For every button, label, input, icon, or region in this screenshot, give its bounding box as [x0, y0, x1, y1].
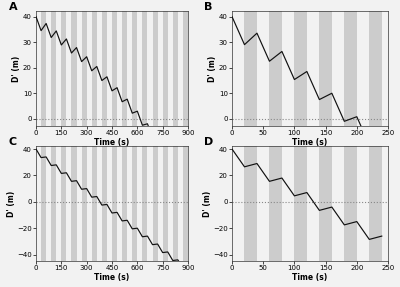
Bar [282, 146, 294, 261]
Bar [173, 11, 178, 126]
Bar [87, 146, 92, 261]
Bar [87, 11, 92, 126]
Bar [82, 11, 87, 126]
Bar [158, 146, 163, 261]
Bar [107, 146, 112, 261]
Bar [270, 146, 282, 261]
Bar [61, 11, 66, 126]
Bar [183, 146, 188, 261]
Bar [61, 146, 66, 261]
Bar [127, 146, 132, 261]
Bar [163, 146, 168, 261]
Bar [148, 11, 152, 126]
Bar [332, 11, 344, 126]
Bar [294, 11, 307, 126]
Bar [76, 146, 82, 261]
Bar [112, 146, 117, 261]
Bar [72, 146, 76, 261]
Bar [152, 11, 158, 126]
Bar [357, 146, 369, 261]
X-axis label: Time (s): Time (s) [94, 138, 130, 147]
Bar [117, 146, 122, 261]
Bar [36, 11, 41, 126]
Bar [152, 146, 158, 261]
Bar [72, 11, 76, 126]
Bar [66, 11, 72, 126]
Bar [127, 11, 132, 126]
Bar [178, 11, 183, 126]
Y-axis label: D' (m): D' (m) [208, 56, 218, 82]
Bar [122, 146, 127, 261]
Bar [178, 146, 183, 261]
Bar [158, 11, 163, 126]
Bar [82, 146, 87, 261]
X-axis label: Time (s): Time (s) [292, 138, 328, 147]
Bar [102, 11, 107, 126]
Bar [232, 146, 244, 261]
Bar [137, 146, 142, 261]
Y-axis label: D' (m): D' (m) [12, 56, 22, 82]
Bar [168, 146, 173, 261]
Bar [244, 146, 257, 261]
Bar [369, 11, 382, 126]
Bar [102, 146, 107, 261]
Text: B: B [204, 2, 212, 12]
Bar [112, 11, 117, 126]
Bar [46, 11, 51, 126]
Bar [307, 146, 319, 261]
Bar [344, 146, 357, 261]
Bar [51, 11, 56, 126]
Bar [163, 11, 168, 126]
Bar [332, 146, 344, 261]
Bar [142, 146, 148, 261]
Bar [51, 146, 56, 261]
Bar [183, 11, 188, 126]
Bar [357, 11, 369, 126]
Bar [282, 11, 294, 126]
Bar [132, 146, 137, 261]
Bar [307, 11, 319, 126]
X-axis label: Time (s): Time (s) [292, 273, 328, 282]
Bar [232, 11, 244, 126]
Bar [56, 146, 61, 261]
Text: C: C [9, 137, 17, 147]
Bar [117, 11, 122, 126]
Bar [148, 146, 152, 261]
Bar [56, 11, 61, 126]
Bar [319, 11, 332, 126]
Bar [294, 146, 307, 261]
Bar [122, 11, 127, 126]
Bar [257, 146, 270, 261]
Bar [142, 11, 148, 126]
Bar [344, 11, 357, 126]
Bar [257, 11, 270, 126]
Bar [46, 146, 51, 261]
Bar [92, 11, 97, 126]
Bar [369, 146, 382, 261]
Bar [137, 11, 142, 126]
Bar [41, 11, 46, 126]
Text: A: A [9, 2, 17, 12]
Bar [66, 146, 72, 261]
Bar [270, 11, 282, 126]
Bar [76, 11, 82, 126]
Y-axis label: D' (m): D' (m) [203, 191, 212, 217]
Text: D: D [204, 137, 213, 147]
Bar [92, 146, 97, 261]
Bar [244, 11, 257, 126]
Bar [173, 146, 178, 261]
Bar [97, 11, 102, 126]
Bar [168, 11, 173, 126]
Bar [319, 146, 332, 261]
Y-axis label: D' (m): D' (m) [7, 191, 16, 217]
X-axis label: Time (s): Time (s) [94, 273, 130, 282]
Bar [41, 146, 46, 261]
Bar [97, 146, 102, 261]
Bar [36, 146, 41, 261]
Bar [107, 11, 112, 126]
Bar [132, 11, 137, 126]
